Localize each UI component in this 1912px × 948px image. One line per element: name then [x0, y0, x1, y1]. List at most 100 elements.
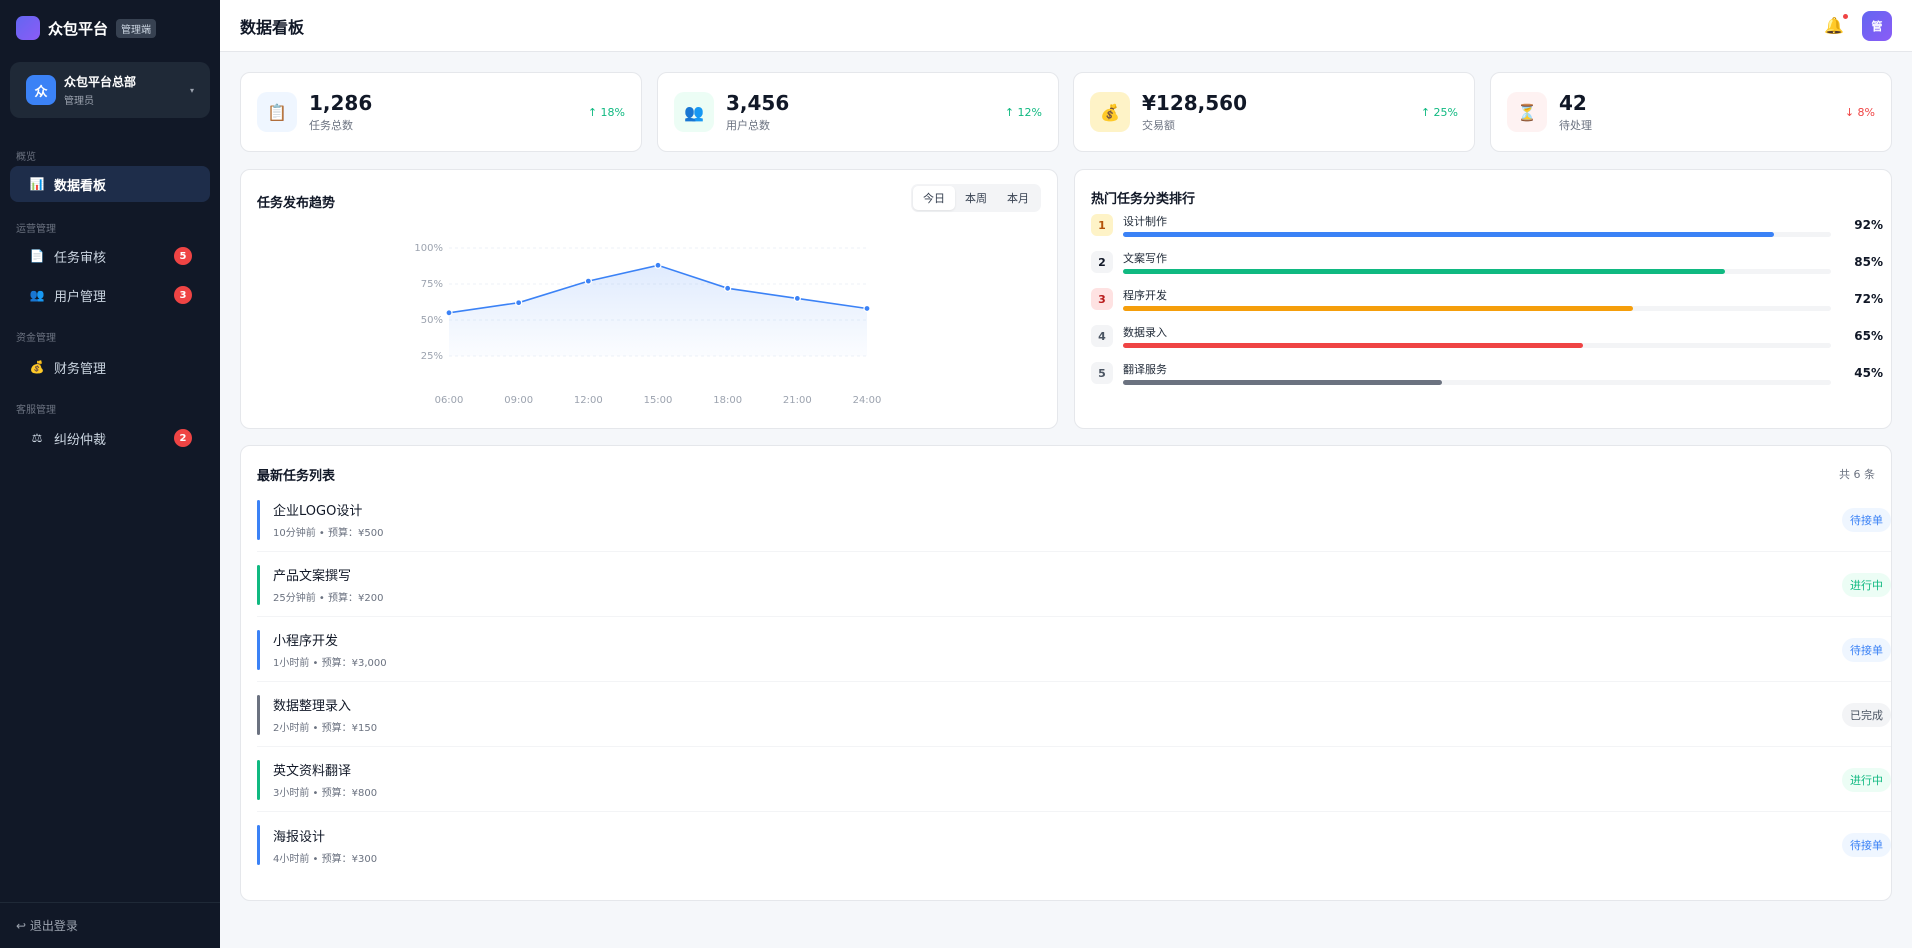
count-badge: 5: [174, 247, 192, 265]
ranking-row: 1 设计制作 92%: [1091, 210, 1883, 240]
task-color-bar: [257, 499, 260, 540]
rank-number: 3: [1091, 288, 1113, 310]
rank-number: 1: [1091, 214, 1113, 236]
sidebar-item-label: 数据看板: [54, 178, 107, 194]
stat-value: 3,456: [726, 91, 790, 115]
rank-bar: [1123, 343, 1584, 348]
y-tick-label: 75%: [421, 279, 443, 290]
page-title: 数据看板: [240, 17, 305, 37]
brand: 众包平台 管理端: [0, 0, 220, 56]
count-badge: 2: [174, 429, 192, 447]
sidebar-item-dashboard[interactable]: 📊 数据看板: [10, 166, 210, 202]
rank-category: 翻译服务: [1123, 363, 1167, 376]
stat-trend: ↑ 12%: [1004, 105, 1042, 119]
rank-category: 数据录入: [1123, 326, 1167, 339]
rank-track: [1123, 343, 1831, 348]
status-badge: 待接单: [1842, 507, 1891, 532]
sidebar-item-dispute[interactable]: ⚖ 纠纷仲裁 2: [10, 420, 210, 456]
chart-point: [584, 277, 592, 285]
rank-bar: [1123, 306, 1633, 311]
stat-card-users: 👥 3,456 用户总数 ↑ 12%: [657, 72, 1059, 152]
sidebar-item-finance[interactable]: 💰 财务管理: [10, 349, 210, 385]
stat-card-tasks: 📋 1,286 任务总数 ↑ 18%: [240, 72, 642, 152]
task-title: 产品文案撰写: [273, 569, 352, 584]
chart-point: [863, 304, 871, 313]
rank-bar: [1123, 232, 1775, 237]
task-meta: 1小时前 • 预算：¥3,000: [273, 658, 387, 669]
trend-card-title: 任务发布趋势: [257, 196, 336, 211]
rank-bar: [1123, 269, 1725, 274]
sidebar-item-user-management[interactable]: 👥 用户管理 3: [10, 277, 210, 313]
task-row[interactable]: 英文资料翻译 3小时前 • 预算：¥800 进行中: [257, 748, 1891, 812]
notification-button[interactable]: 🔔: [1824, 14, 1848, 35]
task-count: 共 6 条: [1839, 468, 1875, 481]
count-badge: 3: [174, 286, 192, 304]
tab-week[interactable]: 本周: [965, 192, 987, 205]
stat-card-pending: ⏳ 42 待处理 ↓ 8%: [1490, 72, 1892, 152]
status-badge: 待接单: [1842, 637, 1891, 662]
task-list-card: 最新任务列表 共 6 条 企业LOGO设计 10分钟前 • 预算：¥500 待接…: [240, 445, 1892, 901]
sidebar-item-task-review[interactable]: 📄 任务审核 5: [10, 238, 210, 274]
task-title: 英文资料翻译: [273, 764, 352, 779]
stat-card-revenue: 💰 ¥128,560 交易额 ↑ 25%: [1073, 72, 1475, 152]
x-tick-label: 12:00: [574, 395, 603, 406]
task-title: 海报设计: [273, 829, 326, 845]
rank-percent: 65%: [1854, 329, 1883, 343]
task-meta: 2小时前 • 预算：¥150: [273, 723, 378, 734]
hourglass-icon: ⏳: [1507, 92, 1547, 132]
logout-button[interactable]: ↩ 退出登录: [0, 902, 220, 948]
y-tick-label: 100%: [414, 243, 443, 254]
task-row[interactable]: 小程序开发 1小时前 • 预算：¥3,000 待接单: [257, 618, 1891, 682]
chart-point: [515, 299, 523, 307]
task-meta: 25分钟前 • 预算：¥200: [273, 593, 384, 604]
task-row[interactable]: 海报设计 4小时前 • 预算：¥300 待接单: [257, 813, 1891, 877]
task-row[interactable]: 企业LOGO设计 10分钟前 • 预算：¥500 待接单: [257, 488, 1891, 552]
rank-category: 文案写作: [1123, 252, 1167, 265]
task-row[interactable]: 产品文案撰写 25分钟前 • 预算：¥200 进行中: [257, 553, 1891, 617]
notification-dot: [1843, 14, 1848, 19]
rank-number: 4: [1091, 325, 1113, 347]
period-selector: 今日 本周 本月: [911, 184, 1041, 212]
nav-section-overview: 概览: [16, 152, 36, 163]
sidebar: 众包平台 管理端 众 众包平台总部 管理员 ▾ 概览 📊 数据看板 运营管理 📄…: [0, 0, 220, 948]
tab-today[interactable]: 今日: [913, 186, 955, 210]
ranking-row: 2 文案写作 85%: [1091, 247, 1883, 277]
org-role: 管理员: [64, 96, 94, 107]
task-row[interactable]: 数据整理录入 2小时前 • 预算：¥150 已完成: [257, 683, 1891, 747]
task-color-bar: [257, 759, 260, 800]
sidebar-item-label: 任务审核: [54, 250, 107, 266]
task-color-bar: [257, 825, 260, 865]
sidebar-item-label: 用户管理: [54, 289, 107, 305]
stat-label: 待处理: [1559, 119, 1592, 132]
org-switcher[interactable]: 众 众包平台总部 管理员 ▾: [10, 62, 210, 118]
stat-value: 1,286: [309, 91, 373, 115]
chart-point: [445, 309, 453, 317]
task-meta: 4小时前 • 预算：¥300: [273, 853, 378, 865]
status-badge: 进行中: [1842, 572, 1891, 597]
chart-point: [793, 294, 801, 303]
rank-track: [1123, 380, 1831, 385]
brand-tag: 管理端: [116, 18, 157, 38]
stat-trend: ↑ 18%: [587, 105, 625, 119]
rank-category: 设计制作: [1123, 215, 1167, 228]
x-tick-label: 18:00: [713, 395, 742, 406]
task-meta: 10分钟前 • 预算：¥500: [273, 528, 384, 539]
stat-label: 任务总数: [309, 119, 353, 132]
user-avatar[interactable]: 管: [1862, 10, 1892, 41]
status-badge: 待接单: [1842, 833, 1891, 857]
rank-track: [1123, 232, 1831, 237]
nav-section-operations: 运营管理: [16, 224, 56, 235]
sidebar-item-label: 纠纷仲裁: [54, 432, 107, 448]
tab-month[interactable]: 本月: [1007, 192, 1029, 205]
ranking-card: 热门任务分类排行 1 设计制作 92% 2 文案写作 85% 3 程序开发 72…: [1074, 169, 1892, 429]
ranking-row: 3 程序开发 72%: [1091, 284, 1883, 314]
rank-number: 5: [1091, 362, 1113, 384]
task-color-bar: [257, 629, 260, 670]
stat-label: 交易额: [1142, 119, 1175, 132]
brand-name: 众包平台: [48, 19, 109, 38]
y-tick-label: 25%: [421, 351, 443, 362]
bar-chart-icon: 📊: [29, 177, 45, 191]
clipboard-icon: 📋: [257, 92, 297, 132]
org-name: 众包平台总部: [64, 75, 137, 89]
top-header: 数据看板 🔔 管: [220, 0, 1912, 52]
